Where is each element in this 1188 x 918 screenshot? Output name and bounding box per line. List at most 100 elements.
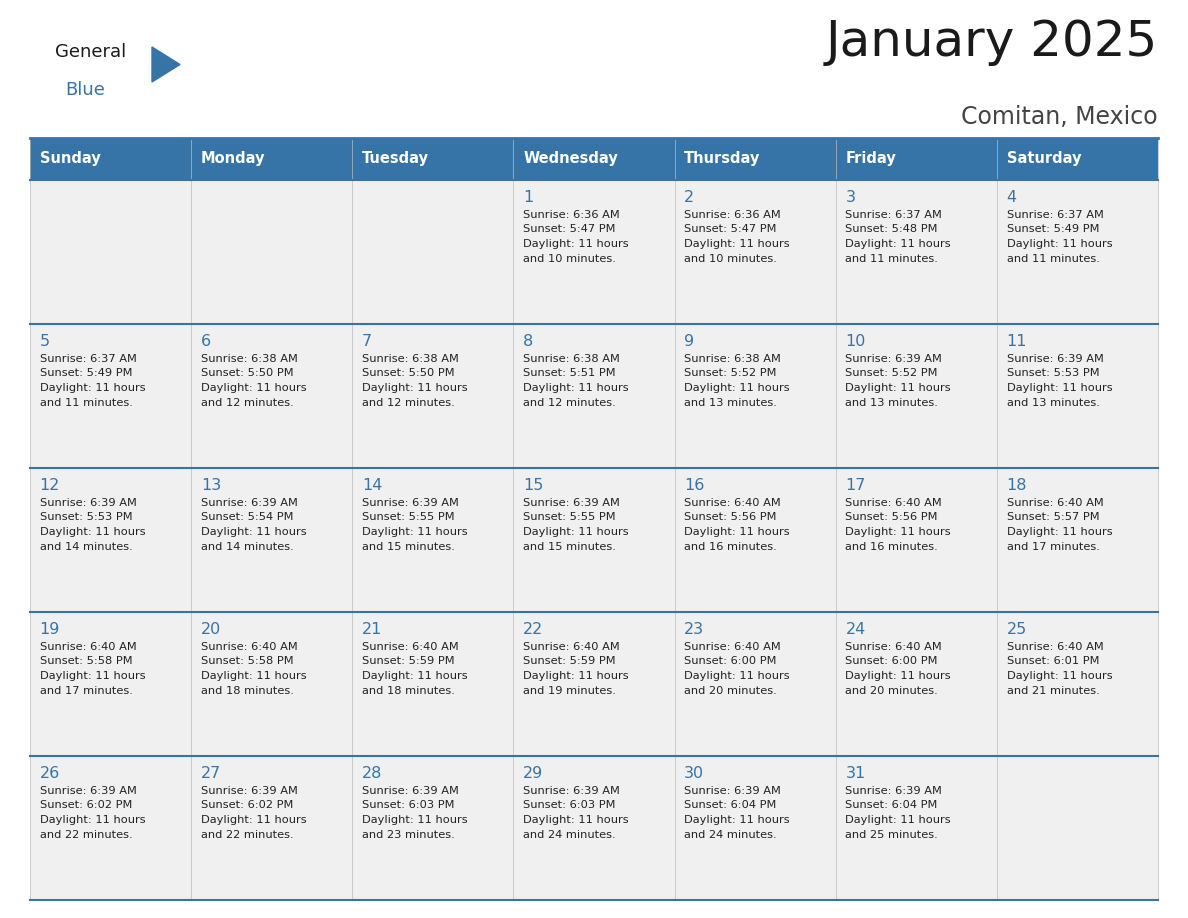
Text: 31: 31: [846, 767, 866, 781]
Text: Daylight: 11 hours: Daylight: 11 hours: [1006, 383, 1112, 393]
Text: and 12 minutes.: and 12 minutes.: [201, 398, 293, 408]
Text: Sunrise: 6:40 AM: Sunrise: 6:40 AM: [846, 498, 942, 508]
Text: 17: 17: [846, 478, 866, 493]
Text: Sunset: 5:59 PM: Sunset: 5:59 PM: [523, 656, 615, 666]
Text: and 24 minutes.: and 24 minutes.: [684, 830, 777, 840]
Text: and 25 minutes.: and 25 minutes.: [846, 830, 939, 840]
Text: 11: 11: [1006, 334, 1026, 349]
Text: and 12 minutes.: and 12 minutes.: [523, 398, 615, 408]
Bar: [513, 468, 675, 612]
Text: and 22 minutes.: and 22 minutes.: [39, 830, 132, 840]
Text: Sunset: 6:03 PM: Sunset: 6:03 PM: [362, 800, 455, 811]
Text: Sunrise: 6:40 AM: Sunrise: 6:40 AM: [684, 642, 781, 652]
Text: Sunset: 5:56 PM: Sunset: 5:56 PM: [684, 512, 777, 522]
Text: Sunset: 5:47 PM: Sunset: 5:47 PM: [523, 224, 615, 234]
Text: Sunset: 5:51 PM: Sunset: 5:51 PM: [523, 368, 615, 378]
Text: Sunset: 5:54 PM: Sunset: 5:54 PM: [201, 512, 293, 522]
Text: 23: 23: [684, 622, 704, 637]
Text: and 20 minutes.: and 20 minutes.: [846, 686, 939, 696]
Text: 25: 25: [1006, 622, 1026, 637]
Text: and 17 minutes.: and 17 minutes.: [39, 686, 133, 696]
Text: Daylight: 11 hours: Daylight: 11 hours: [39, 815, 145, 825]
Text: Sunrise: 6:39 AM: Sunrise: 6:39 AM: [1006, 353, 1104, 364]
Text: 8: 8: [523, 334, 533, 349]
Text: Daylight: 11 hours: Daylight: 11 hours: [684, 240, 790, 249]
Text: Daylight: 11 hours: Daylight: 11 hours: [684, 383, 790, 393]
Text: Sunrise: 6:36 AM: Sunrise: 6:36 AM: [523, 209, 620, 219]
Text: 15: 15: [523, 478, 543, 493]
Text: and 21 minutes.: and 21 minutes.: [1006, 686, 1099, 696]
Text: Sunset: 5:55 PM: Sunset: 5:55 PM: [523, 512, 615, 522]
Text: and 13 minutes.: and 13 minutes.: [846, 398, 939, 408]
Text: Sunrise: 6:39 AM: Sunrise: 6:39 AM: [201, 786, 298, 796]
Text: 1: 1: [523, 190, 533, 205]
Text: Sunset: 5:50 PM: Sunset: 5:50 PM: [201, 368, 293, 378]
Bar: [835, 324, 997, 468]
Text: Sunset: 5:49 PM: Sunset: 5:49 PM: [1006, 224, 1099, 234]
Text: 4: 4: [1006, 190, 1017, 205]
Bar: [513, 756, 675, 900]
Text: Daylight: 11 hours: Daylight: 11 hours: [684, 671, 790, 681]
Text: Daylight: 11 hours: Daylight: 11 hours: [684, 527, 790, 537]
Text: Sunrise: 6:38 AM: Sunrise: 6:38 AM: [523, 353, 620, 364]
Text: 13: 13: [201, 478, 221, 493]
Text: Sunset: 5:59 PM: Sunset: 5:59 PM: [362, 656, 455, 666]
Bar: [191, 468, 353, 612]
Bar: [191, 612, 353, 756]
Bar: [353, 468, 513, 612]
Text: General: General: [55, 43, 126, 61]
Text: Sunset: 5:50 PM: Sunset: 5:50 PM: [362, 368, 455, 378]
Text: and 20 minutes.: and 20 minutes.: [684, 686, 777, 696]
Text: Sunrise: 6:37 AM: Sunrise: 6:37 AM: [846, 209, 942, 219]
Text: Daylight: 11 hours: Daylight: 11 hours: [523, 383, 628, 393]
Text: 26: 26: [39, 767, 59, 781]
Text: Sunrise: 6:40 AM: Sunrise: 6:40 AM: [362, 642, 459, 652]
Text: and 19 minutes.: and 19 minutes.: [523, 686, 615, 696]
Text: Daylight: 11 hours: Daylight: 11 hours: [846, 671, 952, 681]
Text: 7: 7: [362, 334, 372, 349]
Text: Daylight: 11 hours: Daylight: 11 hours: [362, 671, 468, 681]
Bar: [835, 756, 997, 900]
Text: and 14 minutes.: and 14 minutes.: [39, 542, 132, 552]
Text: Saturday: Saturday: [1006, 151, 1081, 166]
Text: Blue: Blue: [65, 81, 105, 99]
Text: Sunset: 5:53 PM: Sunset: 5:53 PM: [1006, 368, 1099, 378]
Bar: [353, 324, 513, 468]
Bar: [835, 612, 997, 756]
Text: Daylight: 11 hours: Daylight: 11 hours: [1006, 671, 1112, 681]
Text: Daylight: 11 hours: Daylight: 11 hours: [1006, 240, 1112, 249]
Text: 20: 20: [201, 622, 221, 637]
Text: Daylight: 11 hours: Daylight: 11 hours: [362, 815, 468, 825]
Text: Sunset: 5:58 PM: Sunset: 5:58 PM: [201, 656, 293, 666]
Bar: [353, 138, 513, 180]
Text: Daylight: 11 hours: Daylight: 11 hours: [1006, 527, 1112, 537]
Bar: [997, 612, 1158, 756]
Text: Sunrise: 6:38 AM: Sunrise: 6:38 AM: [362, 353, 459, 364]
Text: Sunrise: 6:37 AM: Sunrise: 6:37 AM: [39, 353, 137, 364]
Text: Daylight: 11 hours: Daylight: 11 hours: [846, 815, 952, 825]
Text: Sunset: 5:48 PM: Sunset: 5:48 PM: [846, 224, 937, 234]
Text: Daylight: 11 hours: Daylight: 11 hours: [362, 527, 468, 537]
Text: Sunset: 6:02 PM: Sunset: 6:02 PM: [201, 800, 293, 811]
Text: Sunset: 5:47 PM: Sunset: 5:47 PM: [684, 224, 777, 234]
Bar: [997, 180, 1158, 324]
Text: Friday: Friday: [846, 151, 896, 166]
Text: Daylight: 11 hours: Daylight: 11 hours: [39, 527, 145, 537]
Text: 22: 22: [523, 622, 543, 637]
Text: 12: 12: [39, 478, 61, 493]
Text: Sunrise: 6:40 AM: Sunrise: 6:40 AM: [39, 642, 137, 652]
Text: Sunset: 6:04 PM: Sunset: 6:04 PM: [684, 800, 777, 811]
Text: Monday: Monday: [201, 151, 265, 166]
Text: Sunrise: 6:40 AM: Sunrise: 6:40 AM: [1006, 498, 1104, 508]
Bar: [513, 180, 675, 324]
Text: Daylight: 11 hours: Daylight: 11 hours: [201, 671, 307, 681]
Polygon shape: [152, 47, 181, 82]
Bar: [30, 180, 191, 324]
Text: Sunset: 5:49 PM: Sunset: 5:49 PM: [39, 368, 132, 378]
Bar: [513, 324, 675, 468]
Text: Daylight: 11 hours: Daylight: 11 hours: [39, 671, 145, 681]
Bar: [835, 468, 997, 612]
Text: and 14 minutes.: and 14 minutes.: [201, 542, 293, 552]
Text: Sunrise: 6:39 AM: Sunrise: 6:39 AM: [523, 498, 620, 508]
Text: Sunset: 5:58 PM: Sunset: 5:58 PM: [39, 656, 132, 666]
